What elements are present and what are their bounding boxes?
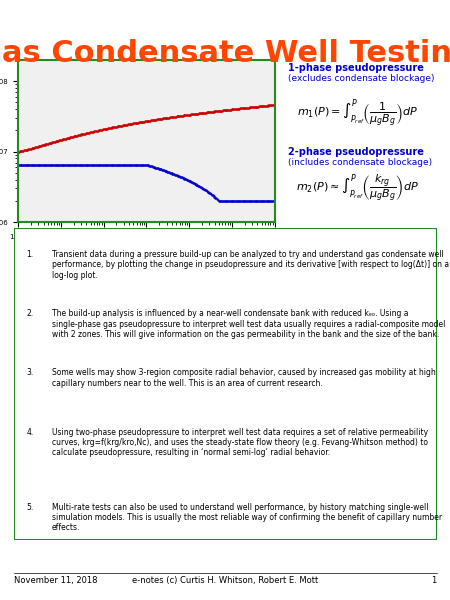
Text: The build-up analysis is influenced by a near-well condensate bank with reduced : The build-up analysis is influenced by a… xyxy=(52,309,445,339)
Text: Some wells may show 3-region composite radial behavior, caused by increased gas : Some wells may show 3-region composite r… xyxy=(52,368,435,388)
Text: 1.: 1. xyxy=(26,250,33,259)
Text: 2-phase pseudopressure: 2-phase pseudopressure xyxy=(288,147,424,157)
X-axis label: Δt (hours): Δt (hours) xyxy=(125,248,167,257)
Text: November 11, 2018: November 11, 2018 xyxy=(14,576,97,585)
Text: Multi-rate tests can also be used to understand well performance, by history mat: Multi-rate tests can also be used to und… xyxy=(52,503,442,532)
Text: $m_2(P) \approx \int_{P_{ref}}^{P} \left(\dfrac{k_{rg}}{\mu_g B_g}\right) dP$: $m_2(P) \approx \int_{P_{ref}}^{P} \left… xyxy=(296,173,419,205)
Text: $m_1(P) = \int_{P_{ref}}^{P} \left(\dfrac{1}{\mu_g B_g}\right) dP$: $m_1(P) = \int_{P_{ref}}^{P} \left(\dfra… xyxy=(297,98,418,130)
Text: 1: 1 xyxy=(431,576,436,585)
Text: Using two-phase pseudopressure to interpret well test data requires a set of rel: Using two-phase pseudopressure to interp… xyxy=(52,428,428,457)
Text: 3.: 3. xyxy=(26,368,33,377)
Text: 1-phase pseudopressure: 1-phase pseudopressure xyxy=(288,63,424,73)
Text: 4.: 4. xyxy=(26,428,33,437)
Text: e-notes (c) Curtis H. Whitson, Robert E. Mott: e-notes (c) Curtis H. Whitson, Robert E.… xyxy=(132,576,318,585)
Text: Transient data during a pressure build-up can be analyzed to try and understand : Transient data during a pressure build-u… xyxy=(52,250,449,280)
Text: (excludes condensate blockage): (excludes condensate blockage) xyxy=(288,74,435,83)
Text: Gas Condensate Well Testing: Gas Condensate Well Testing xyxy=(0,39,450,68)
Text: 2.: 2. xyxy=(26,309,33,318)
Text: 5.: 5. xyxy=(26,503,33,512)
Text: (includes condensate blockage): (includes condensate blockage) xyxy=(288,158,432,167)
FancyBboxPatch shape xyxy=(14,228,436,540)
